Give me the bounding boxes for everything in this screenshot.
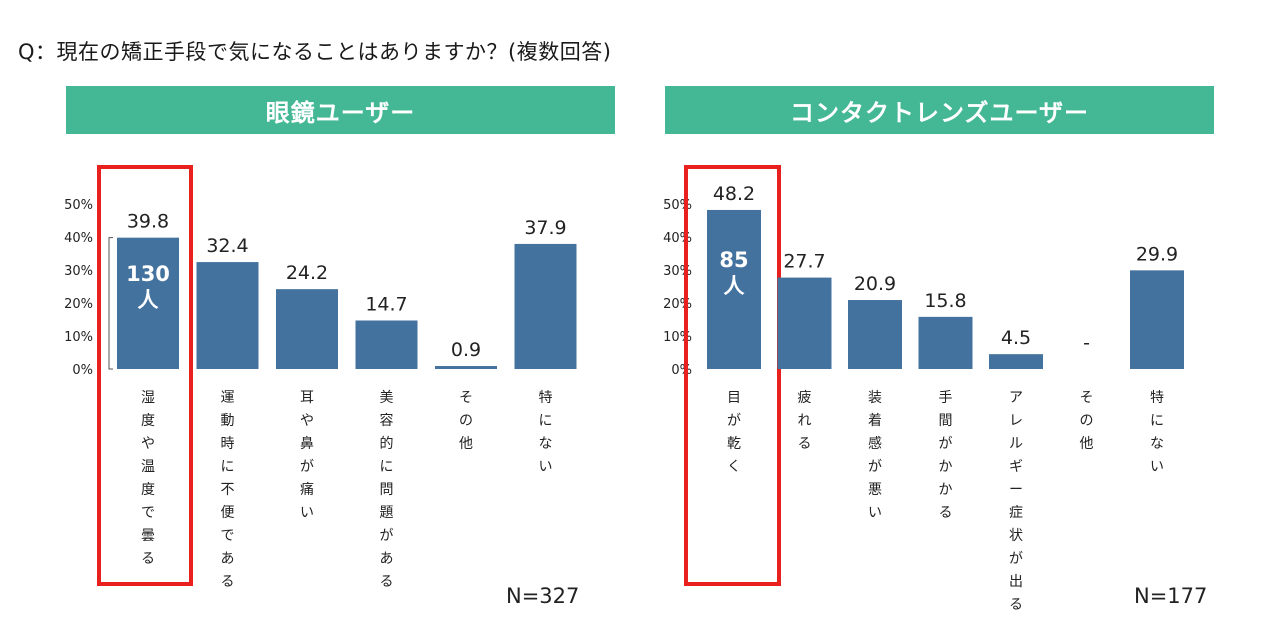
highlight-count-label: 人 xyxy=(724,274,745,298)
chart-panel-glasses: 眼鏡ユーザー 0% 10% 20% 30% 40% 50% 39.8 湿度や温度で曇る 32.4… xyxy=(64,86,616,621)
category-label: 美容的に問題がある xyxy=(380,390,394,590)
y-tick-label: 0% xyxy=(671,363,692,378)
sample-size-label: N=177 xyxy=(1134,584,1207,608)
question-text: Q：現在の矯正手段で気になることはありますか？(複数回答) xyxy=(18,40,612,64)
data-label: 37.9 xyxy=(524,217,566,239)
bar xyxy=(196,262,259,369)
bar xyxy=(707,209,761,369)
category-label: 運動時に不便である xyxy=(221,390,235,590)
y-tick-label: 20% xyxy=(64,297,93,312)
data-label: 24.2 xyxy=(286,262,328,284)
highlight-count-label: 人 xyxy=(138,288,159,312)
sample-size-label: N=327 xyxy=(506,584,579,608)
bar xyxy=(276,289,338,369)
bar xyxy=(848,300,902,369)
bar xyxy=(435,366,497,369)
category-label: 耳や鼻が痛い xyxy=(300,390,314,521)
highlight-box xyxy=(684,165,781,586)
bar xyxy=(777,277,832,369)
bar xyxy=(117,237,179,369)
highlight-count-label: 85 xyxy=(719,248,748,272)
bar xyxy=(918,316,973,369)
y-tick-label: 30% xyxy=(64,264,93,279)
y-tick-label: 10% xyxy=(64,330,93,345)
highlight-count-label: 130 xyxy=(126,262,170,286)
category-label: その他 xyxy=(1080,390,1094,452)
data-label: 20.9 xyxy=(854,273,896,295)
category-label: 装着感が悪い xyxy=(868,390,882,521)
bar-chart-contacts: 0%10%20%30%40%50%48.2目が乾く27.7疲れる20.9装着感が… xyxy=(663,165,1207,613)
data-label: 39.8 xyxy=(127,211,169,233)
data-label: 32.4 xyxy=(206,235,248,257)
y-tick-label: 40% xyxy=(64,231,93,246)
bar xyxy=(514,243,577,369)
data-label: 15.8 xyxy=(924,290,966,312)
data-label: 0.9 xyxy=(451,339,481,361)
category-label: 特にない xyxy=(539,390,553,475)
data-label: 14.7 xyxy=(365,293,407,315)
y-tick-label: 0% xyxy=(72,363,93,378)
bar xyxy=(1130,270,1184,369)
category-label: 手間がかかる xyxy=(939,390,953,521)
category-label: その他 xyxy=(459,390,473,452)
category-label: 疲れる xyxy=(798,389,812,452)
data-label: 48.2 xyxy=(713,183,755,205)
data-label: 27.7 xyxy=(783,251,825,273)
data-label: 29.9 xyxy=(1136,243,1178,265)
highlight-box xyxy=(97,165,193,586)
data-label: - xyxy=(1083,332,1090,354)
category-label: アレルギー症状が出る xyxy=(1009,390,1023,613)
chart-title-contacts: コンタクトレンズユーザー xyxy=(665,86,1214,134)
bar xyxy=(989,354,1043,369)
bar-bracket xyxy=(108,237,113,370)
chart-title-glasses: 眼鏡ユーザー xyxy=(66,86,615,134)
category-label: 湿度や温度で曇る xyxy=(141,390,155,567)
data-label: 4.5 xyxy=(1001,327,1031,349)
y-tick-label: 50% xyxy=(64,198,93,213)
category-label: 特にない xyxy=(1150,390,1164,475)
chart-panel-contacts: コンタクトレンズユーザー 0% 10% 20% 30% 40% 50% 48.2 目が乾く 27… xyxy=(663,86,1215,621)
category-label: 目が乾く xyxy=(727,390,741,475)
bar xyxy=(355,320,418,369)
bar-chart-glasses: 0% 10% 20% 30% 40% 50% 39.8 湿度や温度で曇る 32.4 運動時に不便で… xyxy=(64,165,579,608)
